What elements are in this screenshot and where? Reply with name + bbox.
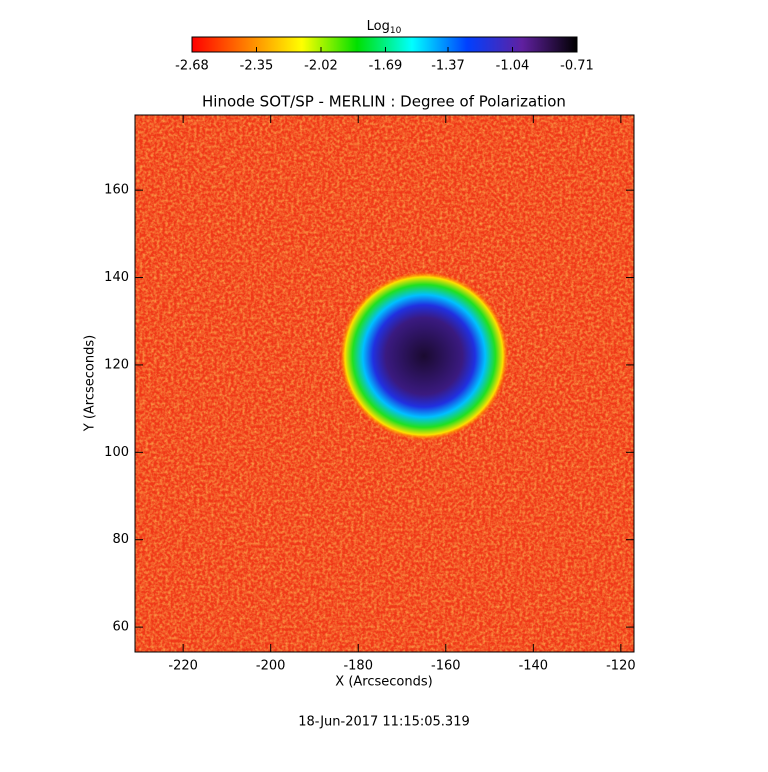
x-tick-label: -120 (606, 659, 636, 674)
y-tick-label: 160 (104, 183, 129, 198)
colorbar-label: Log10 (367, 19, 402, 36)
y-axis-label: Y (Arcseconds) (83, 335, 98, 432)
colorbar-tick-label: -1.69 (369, 59, 403, 74)
colorbar-tick-label: -2.68 (175, 59, 209, 74)
y-tick-label: 80 (112, 532, 129, 547)
x-tick-label: -220 (168, 659, 198, 674)
colorbar-tick-label: -1.04 (496, 59, 530, 74)
y-tick-label: 120 (104, 357, 129, 372)
x-tick-label: -180 (343, 659, 373, 674)
colorbar-tick-label: -2.02 (304, 59, 338, 74)
chart-title: Hinode SOT/SP - MERLIN : Degree of Polar… (202, 93, 566, 111)
x-axis-label: X (Arcseconds) (335, 675, 432, 690)
x-tick-label: -160 (431, 659, 461, 674)
colorbar-tick-label: -2.35 (240, 59, 274, 74)
y-tick-label: 60 (112, 620, 129, 635)
y-tick-label: 140 (104, 270, 129, 285)
colorbar (191, 36, 578, 53)
y-tick-label: 100 (104, 445, 129, 460)
x-tick-label: -140 (519, 659, 549, 674)
colorbar-tick-label: -0.71 (560, 59, 594, 74)
x-tick-label: -200 (256, 659, 286, 674)
timestamp: 18-Jun-2017 11:15:05.319 (298, 715, 470, 730)
heatmap-image (135, 115, 634, 652)
colorbar-tick-label: -1.37 (431, 59, 465, 74)
plot-frame (134, 114, 635, 653)
